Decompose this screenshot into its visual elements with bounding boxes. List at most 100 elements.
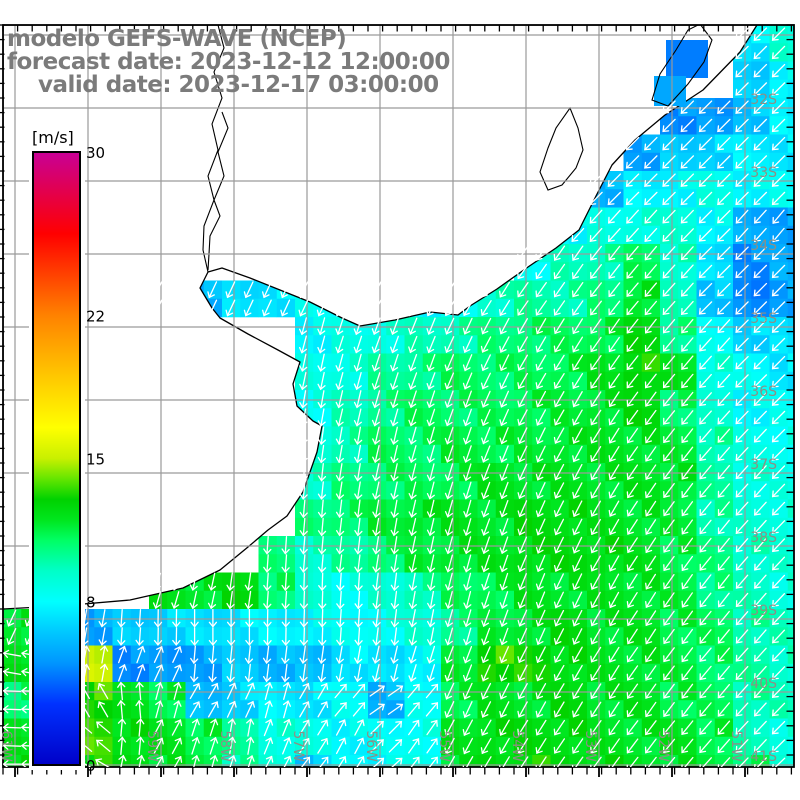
wind-arrow [462, 646, 473, 664]
wind-arrow [426, 664, 436, 683]
wind-arrow [118, 645, 127, 664]
wind-arrow [698, 100, 713, 114]
wind-arrow [681, 318, 694, 334]
grid-cell [787, 700, 794, 719]
wind-arrow [517, 354, 528, 371]
wind-arrow [717, 757, 731, 767]
wind-arrow [317, 317, 326, 336]
wind-arrow [572, 683, 583, 700]
wind-arrow [626, 464, 639, 481]
lagoon-water-cell [654, 76, 686, 106]
wind-arrow [590, 300, 602, 316]
wind-arrow [190, 627, 199, 646]
wind-arrow [535, 573, 546, 591]
wind-arrow [298, 281, 309, 299]
wind-arrow [681, 610, 694, 626]
wind-arrow [171, 737, 183, 755]
lon-label-55W: 55W [436, 730, 452, 762]
wind-arrow [463, 518, 472, 537]
wind-arrow [535, 390, 547, 408]
grid-cell [787, 171, 794, 190]
wind-arrow [153, 664, 164, 682]
wind-arrow [717, 209, 731, 224]
wind-arrow [735, 465, 749, 480]
wind-arrow [390, 536, 399, 555]
wind-arrow [553, 445, 565, 463]
wind-arrow [481, 427, 491, 445]
grid-cell [94, 755, 113, 767]
wind-arrow [735, 209, 749, 224]
wind-arrow [698, 155, 713, 169]
wind-arrow [408, 554, 417, 573]
wind-arrow [209, 736, 219, 755]
wind-arrow [625, 155, 640, 169]
wind-arrow [390, 372, 399, 390]
wind-arrow [481, 646, 491, 664]
wind-arrow [444, 299, 456, 317]
wind-arrow [227, 755, 237, 767]
lon-label-53W: 53W [582, 730, 598, 762]
grid-cell [787, 207, 794, 227]
wind-arrow [96, 739, 111, 753]
wind-arrow [626, 592, 638, 608]
wind-arrow [771, 428, 786, 443]
wind-arrow [771, 666, 786, 680]
wind-arrow [608, 646, 620, 663]
wind-arrow [100, 663, 109, 682]
wind-arrow [681, 647, 694, 663]
wind-arrow [626, 701, 639, 718]
wind-arrow [626, 500, 638, 517]
wind-arrow [717, 319, 731, 334]
wind-arrow [426, 517, 436, 537]
wind-arrow [499, 591, 509, 609]
wind-arrow [681, 573, 693, 590]
wind-arrow [644, 427, 657, 444]
wind-arrow [535, 627, 546, 646]
wind-arrow [553, 628, 565, 645]
wind-arrow [444, 390, 454, 409]
wind-arrow [608, 318, 620, 334]
wind-arrow [644, 446, 657, 462]
wind-arrow [408, 536, 417, 555]
wind-arrow [553, 336, 565, 353]
wind-arrow [317, 444, 326, 464]
wind-arrow [390, 317, 399, 336]
wind-arrow [189, 572, 198, 591]
wind-arrow [390, 572, 400, 592]
wind-arrow [264, 700, 273, 719]
wind-arrow [408, 335, 418, 354]
wind-arrow [626, 628, 638, 645]
wind-arrow [608, 409, 620, 426]
wind-arrow [699, 483, 712, 498]
wind-arrow [644, 665, 657, 681]
wind-arrow [117, 681, 126, 701]
grid-cell [787, 152, 794, 172]
wind-arrow [699, 410, 712, 425]
wind-arrow [100, 645, 109, 664]
wind-arrow [572, 336, 584, 353]
wind-arrow [572, 591, 583, 609]
wind-arrow [335, 353, 344, 372]
wind-arrow [698, 209, 713, 224]
wind-arrow [189, 682, 201, 700]
wind-arrow [663, 573, 675, 590]
wind-arrow [681, 501, 694, 517]
wind-arrow [645, 592, 657, 608]
wind-arrow [281, 535, 290, 555]
wind-arrow [699, 519, 712, 535]
wind-arrow [771, 319, 786, 333]
wind-arrow [299, 390, 308, 409]
wind-arrow [754, 647, 767, 662]
wind-arrow [299, 627, 309, 646]
wind-arrow [735, 100, 749, 114]
wind-arrow [553, 427, 565, 444]
wind-arrow [535, 318, 547, 335]
wind-arrow [699, 720, 712, 735]
lagoon-water-cell [666, 40, 708, 78]
wind-arrow [681, 720, 694, 736]
wind-arrow [626, 610, 638, 627]
wind-arrow [735, 118, 749, 133]
wind-arrow [354, 719, 365, 736]
wind-arrow [171, 755, 183, 767]
wind-arrow [207, 572, 217, 591]
